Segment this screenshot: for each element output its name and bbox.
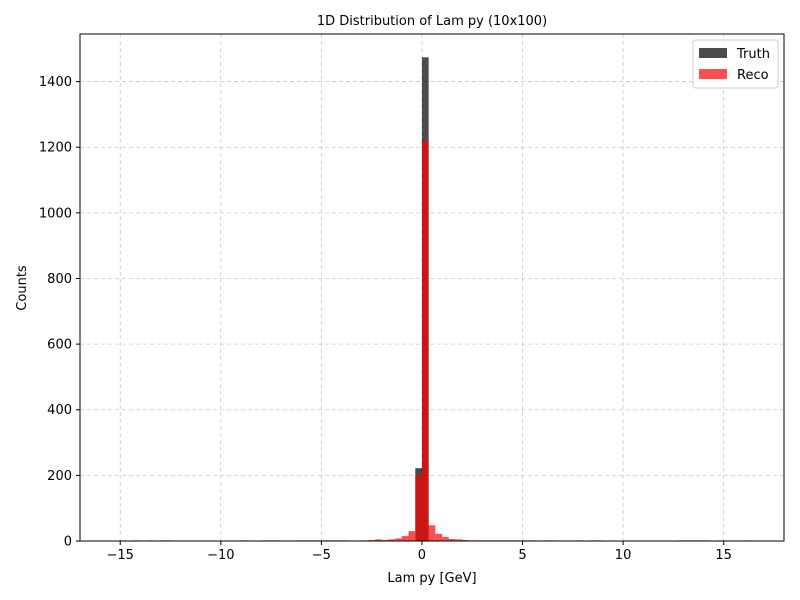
chart-title: 1D Distribution of Lam py (10x100) bbox=[317, 14, 547, 29]
bar-reco bbox=[435, 533, 443, 541]
y-tick-label: 200 bbox=[47, 469, 72, 484]
legend-label-reco: Reco bbox=[737, 68, 769, 83]
bar-reco bbox=[388, 539, 396, 541]
x-axis-title: Lam py [GeV] bbox=[387, 571, 476, 586]
bar-reco bbox=[448, 539, 456, 541]
bar-reco bbox=[415, 475, 423, 541]
bar-reco bbox=[401, 536, 409, 541]
x-tick-label: −15 bbox=[107, 548, 134, 563]
bar-reco bbox=[395, 538, 402, 541]
y-tick-label: 600 bbox=[47, 338, 72, 353]
bar-reco bbox=[455, 539, 463, 541]
x-tick-label: −10 bbox=[207, 548, 234, 563]
legend-swatch-truth bbox=[699, 48, 727, 58]
bar-reco bbox=[408, 531, 416, 541]
x-tick-label: 0 bbox=[418, 548, 426, 563]
plot-frame bbox=[79, 33, 785, 542]
bar-reco bbox=[421, 140, 429, 541]
y-tick-label: 1200 bbox=[39, 141, 72, 156]
y-tick-label: 400 bbox=[47, 403, 72, 418]
x-tick-label: 15 bbox=[715, 548, 732, 563]
bar-reco bbox=[375, 539, 382, 541]
x-tick-label: −5 bbox=[312, 548, 331, 563]
y-tick-label: 800 bbox=[47, 272, 72, 287]
y-tick-label: 1400 bbox=[39, 75, 72, 90]
legend: Truth Reco bbox=[692, 39, 779, 89]
legend-swatch-reco bbox=[699, 69, 727, 79]
x-tick-label: 5 bbox=[518, 548, 526, 563]
y-tick-label: 0 bbox=[64, 535, 72, 550]
x-axis-ticks: −15 −10 −5 0 5 10 15 bbox=[107, 541, 732, 563]
bar-reco bbox=[442, 537, 449, 541]
bar-reco bbox=[428, 525, 436, 541]
y-axis-title: Counts bbox=[15, 265, 30, 311]
y-axis-ticks: 0 200 400 600 800 1000 1200 1400 bbox=[39, 75, 80, 550]
y-tick-label: 1000 bbox=[39, 206, 72, 221]
legend-label-truth: Truth bbox=[736, 47, 770, 62]
x-tick-label: 10 bbox=[615, 548, 632, 563]
